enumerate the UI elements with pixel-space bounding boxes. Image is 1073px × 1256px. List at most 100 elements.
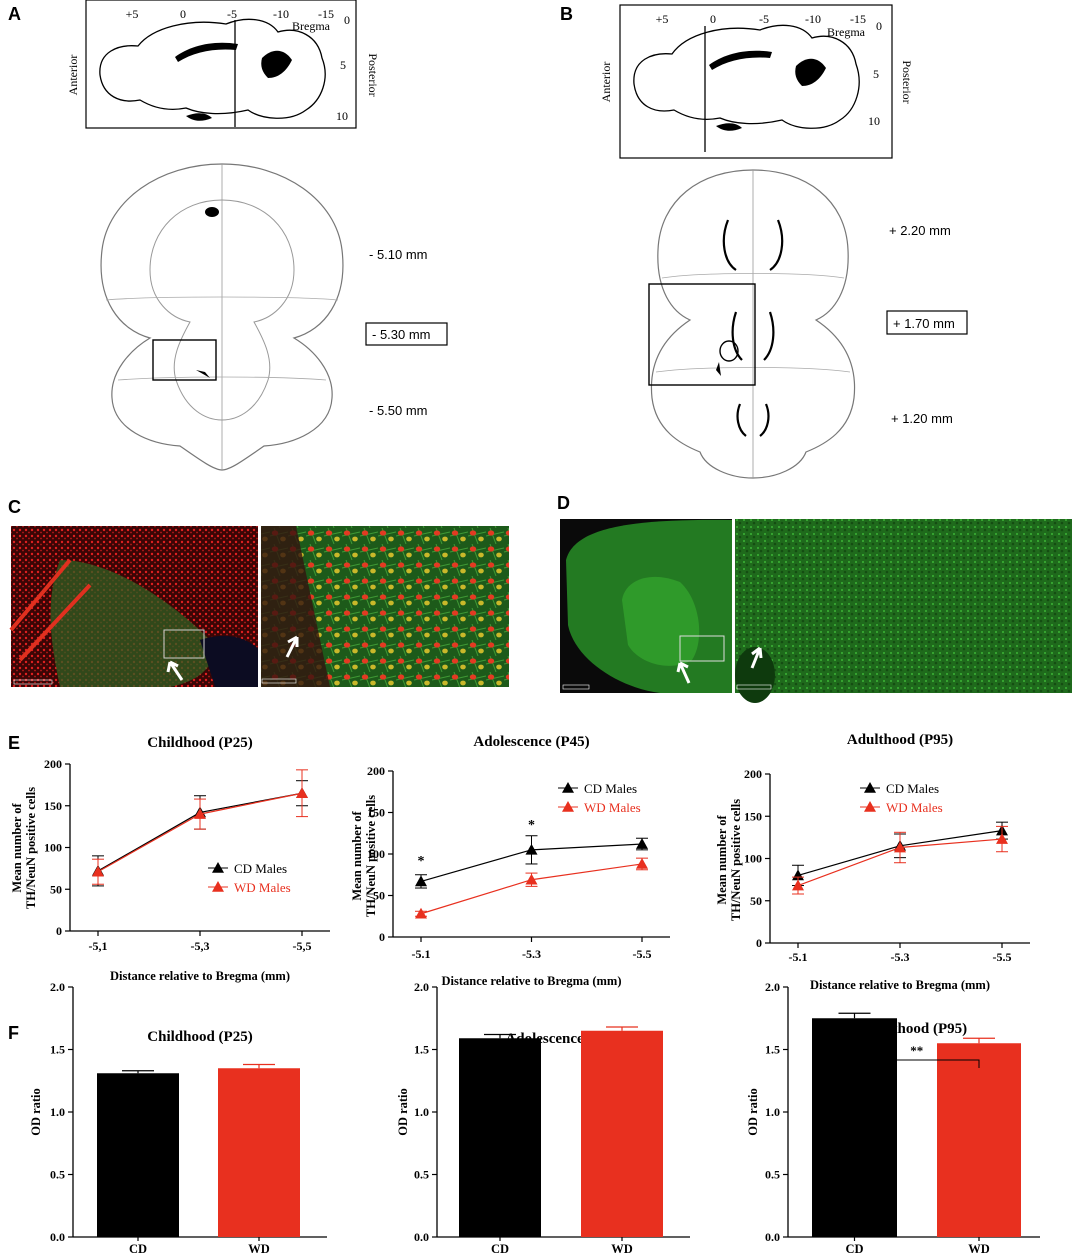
panel-c-zoom-arrow: [285, 635, 299, 658]
panel-letter-d: D: [557, 493, 570, 513]
panel-b-brain-structure: [795, 58, 826, 86]
legend-marker: [562, 782, 574, 793]
panel-b-ap-label: +5: [656, 12, 669, 26]
significance-marker: *: [528, 818, 535, 833]
panel-d-micrographs: [560, 519, 1072, 703]
y-tick-label: 100: [44, 841, 62, 855]
x-tick-label: -5,5: [293, 939, 312, 953]
y-tick-label: 1.5: [414, 1043, 429, 1057]
panel-d-zoom-scale-bar: [736, 684, 772, 690]
legend-label: WD Males: [234, 880, 291, 895]
y-tick-label: 2.0: [765, 980, 780, 994]
y-tick-label: 2.0: [50, 980, 65, 994]
chart-title: Childhood (P25): [147, 1029, 252, 1045]
legend-marker: [864, 801, 876, 812]
legend-marker: [864, 782, 876, 793]
y-tick-label: 0.0: [50, 1230, 65, 1244]
y-tick-label: 1.5: [50, 1043, 65, 1057]
panel-d-dark-region: [735, 647, 775, 703]
panel-a-dv-label: 0: [344, 13, 350, 27]
bar-chart-F-adolescence: Adolescence (P45)0.00.51.01.52.0OD ratio…: [396, 980, 690, 1256]
y-tick-label: 0.5: [765, 1168, 780, 1182]
data-point-wd: [525, 873, 538, 885]
x-tick-label: WD: [968, 1242, 990, 1256]
significance-marker: *: [418, 854, 425, 869]
panel-letter-f: F: [8, 1023, 19, 1043]
panel-a-anterior-label: Anterior: [66, 55, 80, 96]
data-point-wd: [636, 857, 648, 869]
y-axis-label: OD ratio: [746, 1088, 760, 1136]
y-tick-label: 200: [367, 764, 385, 778]
panel-b-selected-level-box: [886, 310, 968, 335]
legend-label: CD Males: [584, 781, 637, 796]
panel-a-selected-level-box: [365, 322, 448, 346]
y-tick-label: 2.0: [414, 980, 429, 994]
chart-title: Adulthood (P95): [847, 732, 953, 748]
legend-marker: [212, 862, 224, 873]
y-tick-label: 50: [750, 894, 762, 908]
bar-chart-F-childhood: Childhood (P25) 0.0 0.5 1.0 1.5 2.0 OD ratio CD…: [29, 980, 327, 1256]
legend-label: CD Males: [234, 861, 287, 876]
charts-layer: Childhood (P25) 0 50 100 150 200 -5,1 -5,3 -5,5 D…: [10, 732, 1040, 1256]
x-axis-label: Distance relative to Bregma (mm): [810, 978, 990, 992]
x-tick-label: -5,1: [89, 939, 108, 953]
panel-c-dark-region: [200, 635, 259, 687]
y-tick-label: 150: [367, 806, 385, 820]
x-tick-label: -5,3: [191, 939, 210, 953]
panel-b-level-label: + 1.20 mm: [891, 411, 953, 426]
panel-c-zoom-dark-edge: [261, 526, 330, 687]
panel-a-level-label: - 5.50 mm: [369, 403, 428, 418]
data-point-cd: [525, 843, 538, 855]
x-tick-label: -5.5: [993, 950, 1012, 964]
panel-a-posterior-label: Posterior: [366, 53, 380, 96]
panel-b-anterior-label: Anterior: [599, 62, 613, 103]
y-tick-label: 0: [756, 936, 762, 950]
panel-a-dv-label: 10: [336, 109, 348, 123]
panel-b-level-label: + 1.70 mm: [893, 316, 955, 331]
panel-b-anterior-commissure: [719, 340, 739, 362]
panel-b-ap-label: -15: [850, 12, 866, 26]
y-axis-label: OD ratio: [396, 1088, 410, 1136]
bar-wd: [581, 1030, 663, 1237]
data-point-cd: [415, 875, 427, 887]
panel-letter-b: B: [560, 4, 573, 24]
panel-a-brain-structure: [261, 50, 292, 78]
y-axis-label: Mean number ofTH/NeuN positive cells: [715, 799, 743, 921]
y-tick-label: 150: [744, 809, 762, 823]
panel-b-dv-label: 5: [873, 67, 879, 81]
x-tick-label: -5.3: [891, 950, 910, 964]
panel-b-dv-label: 10: [868, 114, 880, 128]
y-tick-label: 1.0: [50, 1105, 65, 1119]
line-chart-E-adulthood: Adulthood (P95) 0 50 100 150 200 -5.1 -5.3 -5.5D…: [715, 732, 1030, 992]
y-tick-label: 0.0: [414, 1230, 429, 1244]
panel-c-overview-arrow: [166, 660, 184, 681]
bar-cd: [97, 1073, 179, 1237]
x-tick-label: WD: [611, 1242, 633, 1256]
x-tick-label: -5.3: [522, 947, 541, 961]
panel-b-roi-box: [648, 283, 756, 386]
panel-d-zoom-box: [679, 635, 725, 662]
legend-marker: [212, 881, 224, 892]
panel-a-roi-arrow: [196, 370, 210, 378]
panel-letter-c: C: [8, 497, 21, 517]
y-tick-label: 200: [744, 767, 762, 781]
panel-b-atlas: +5 0 -5 -10 -15 Bregma 0 5 10 Anterior P…: [599, 4, 968, 479]
panel-b-ap-label: 0: [710, 12, 716, 26]
panel-d-scale-bar: [562, 684, 590, 690]
panel-c-scale-bar: [13, 679, 53, 685]
y-tick-label: 100: [367, 847, 385, 861]
bar-chart-F-adulthood: Adulthood (P95)0.00.51.01.52.0OD ratioCD…: [746, 980, 1040, 1256]
data-point-wd: [92, 865, 104, 877]
panel-b-ventricles: [722, 219, 784, 437]
significance-bracket: [854, 1059, 980, 1068]
panel-a-section-seams: [105, 296, 339, 381]
panel-a-aqueduct: [205, 207, 219, 217]
x-axis-label: Distance relative to Bregma (mm): [110, 969, 290, 983]
y-tick-label: 0: [56, 924, 62, 938]
line-chart-E-adolescence: Adolescence (P45) 0 50 100 150 200 -5.1 -5.3 -5.…: [350, 734, 670, 988]
data-point-wd: [194, 808, 206, 819]
x-tick-label: -5.5: [633, 947, 652, 961]
panel-a-ap-label: +5: [126, 7, 139, 21]
data-point-wd: [296, 787, 308, 799]
